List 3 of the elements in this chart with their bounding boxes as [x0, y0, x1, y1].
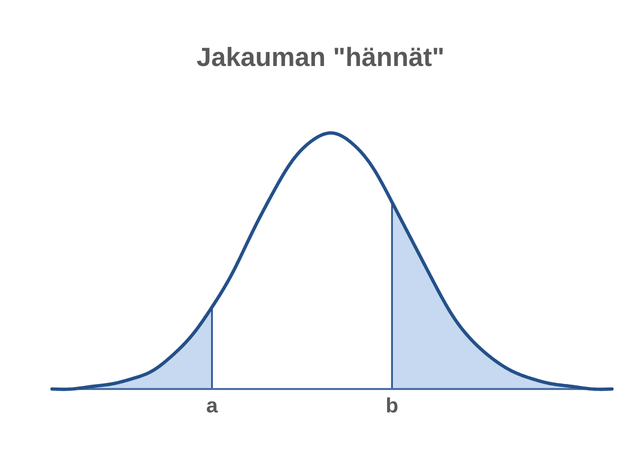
x-tick-label: a: [206, 401, 218, 413]
x-tick-label: b: [387, 397, 398, 413]
chart-title: Jakauman "hännät": [196, 46, 443, 66]
